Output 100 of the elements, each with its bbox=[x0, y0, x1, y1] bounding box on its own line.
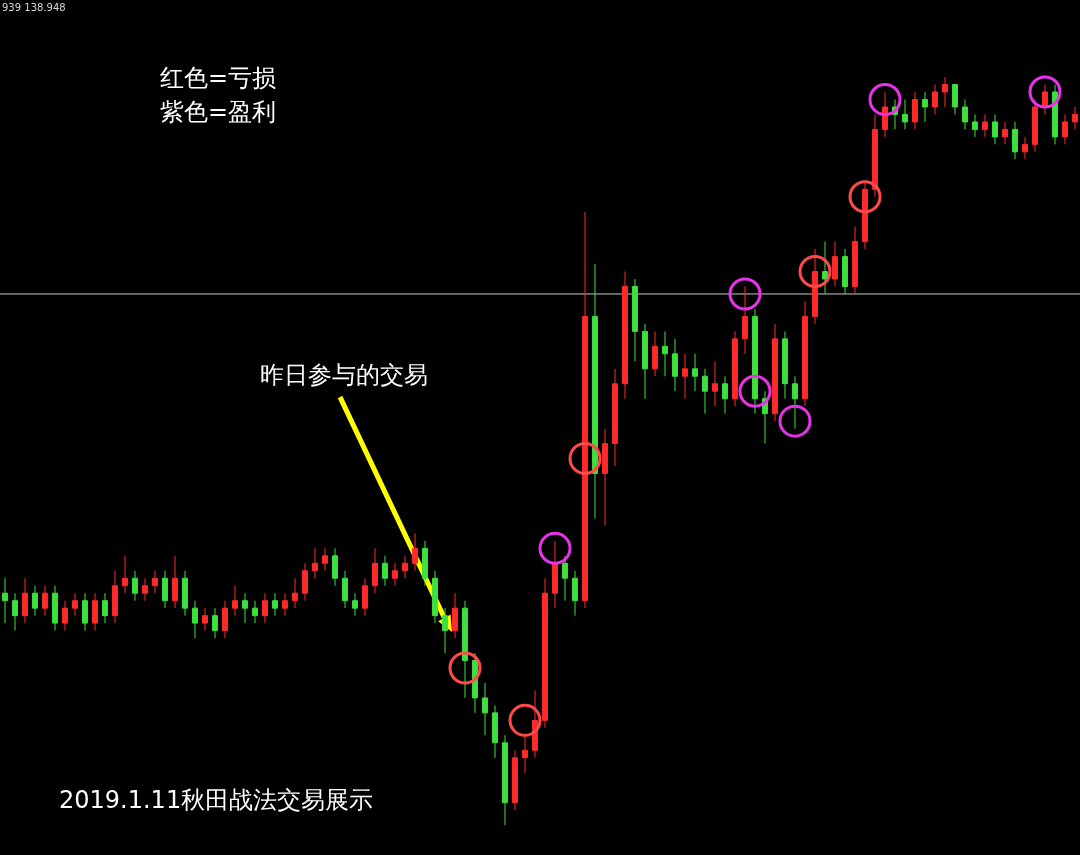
point bbox=[778, 404, 812, 438]
candlestick bbox=[452, 592, 458, 639]
candlestick bbox=[172, 555, 178, 609]
candlestick bbox=[62, 600, 68, 632]
candlestick bbox=[122, 555, 128, 594]
candlestick bbox=[372, 547, 378, 594]
candlestick bbox=[2, 577, 8, 624]
candlestick bbox=[392, 562, 398, 587]
candlestick bbox=[602, 428, 608, 527]
point bbox=[798, 255, 832, 289]
candlestick bbox=[692, 353, 698, 392]
candlestick bbox=[992, 113, 998, 145]
point bbox=[728, 277, 762, 311]
candlestick bbox=[832, 241, 838, 287]
candlestick bbox=[1022, 136, 1028, 160]
candlestick bbox=[42, 585, 48, 617]
candlestick bbox=[772, 323, 778, 422]
candlestick bbox=[922, 91, 928, 123]
candlestick bbox=[242, 592, 248, 624]
candlestick bbox=[912, 91, 918, 130]
candlestick bbox=[972, 113, 978, 138]
annotation: 昨日参与的交易 bbox=[260, 361, 428, 389]
candlestick bbox=[1052, 84, 1058, 145]
candlestick bbox=[482, 682, 488, 736]
candlestick bbox=[662, 330, 668, 377]
candlestick bbox=[252, 600, 258, 624]
candlestick bbox=[72, 592, 78, 617]
candlestick bbox=[332, 547, 338, 587]
candlestick bbox=[512, 749, 518, 811]
candlestick bbox=[632, 278, 638, 362]
candlestick bbox=[722, 375, 728, 415]
candlestick bbox=[312, 547, 318, 579]
candlestick bbox=[362, 577, 368, 617]
candlestick bbox=[792, 375, 798, 430]
candlestick bbox=[572, 570, 578, 617]
candlestick bbox=[132, 570, 138, 602]
candlestick bbox=[672, 338, 678, 392]
candlestick bbox=[182, 570, 188, 617]
candlestick bbox=[872, 113, 878, 198]
candlestick bbox=[522, 734, 528, 774]
candlestick bbox=[732, 330, 738, 407]
candlestick bbox=[82, 592, 88, 632]
candlestick bbox=[222, 600, 228, 639]
annotation: 红色=亏损 bbox=[160, 64, 277, 92]
candlestick bbox=[382, 555, 388, 587]
candlestick bbox=[1002, 121, 1008, 145]
candlestick bbox=[22, 577, 28, 624]
candlestick bbox=[962, 98, 968, 130]
candlestick bbox=[102, 592, 108, 624]
candlestick bbox=[142, 577, 148, 602]
candlestick bbox=[202, 607, 208, 632]
candlestick bbox=[212, 607, 218, 639]
candlestick bbox=[262, 592, 268, 624]
point bbox=[1028, 75, 1062, 109]
point bbox=[868, 82, 902, 116]
candlestick bbox=[92, 592, 98, 632]
candlestick bbox=[112, 570, 118, 624]
candlestick bbox=[652, 330, 658, 377]
candlestick bbox=[802, 300, 808, 407]
point bbox=[508, 703, 542, 737]
text: 939 138.948 bbox=[2, 2, 66, 13]
point bbox=[448, 651, 482, 685]
candlestick bbox=[412, 532, 418, 572]
candlestick bbox=[502, 734, 508, 826]
candlestick bbox=[822, 241, 828, 295]
candlestick bbox=[902, 98, 908, 130]
candlestick bbox=[272, 592, 278, 617]
candlestick bbox=[752, 308, 758, 415]
candlestick bbox=[282, 592, 288, 617]
candlestick bbox=[862, 181, 868, 250]
candlestick bbox=[852, 226, 858, 295]
candlestick bbox=[1062, 113, 1068, 145]
point bbox=[738, 374, 772, 408]
candlestick bbox=[932, 84, 938, 115]
candlestick bbox=[592, 263, 598, 519]
candlestick bbox=[152, 570, 158, 594]
point bbox=[568, 442, 602, 476]
candlestick bbox=[292, 577, 298, 609]
candlestick bbox=[402, 555, 408, 579]
point bbox=[538, 531, 572, 565]
candlestick bbox=[582, 211, 588, 609]
candlestick bbox=[562, 555, 568, 602]
candlestick bbox=[682, 353, 688, 400]
candlestick bbox=[642, 323, 648, 400]
candlestick bbox=[302, 562, 308, 602]
candlestick bbox=[812, 248, 818, 325]
candlestick bbox=[982, 113, 988, 138]
candlestick bbox=[462, 600, 468, 699]
candlestick bbox=[952, 84, 958, 115]
candlestick bbox=[742, 286, 748, 355]
candlestick bbox=[942, 76, 948, 108]
candlestick bbox=[352, 592, 358, 617]
candlestick bbox=[1012, 121, 1018, 160]
candlestick bbox=[1032, 98, 1038, 153]
candlestick bbox=[702, 368, 708, 415]
candlestick bbox=[1072, 106, 1078, 130]
candlestick bbox=[12, 592, 18, 632]
candlestick bbox=[492, 704, 498, 759]
candlestick bbox=[322, 547, 328, 572]
candlestick bbox=[552, 540, 558, 609]
